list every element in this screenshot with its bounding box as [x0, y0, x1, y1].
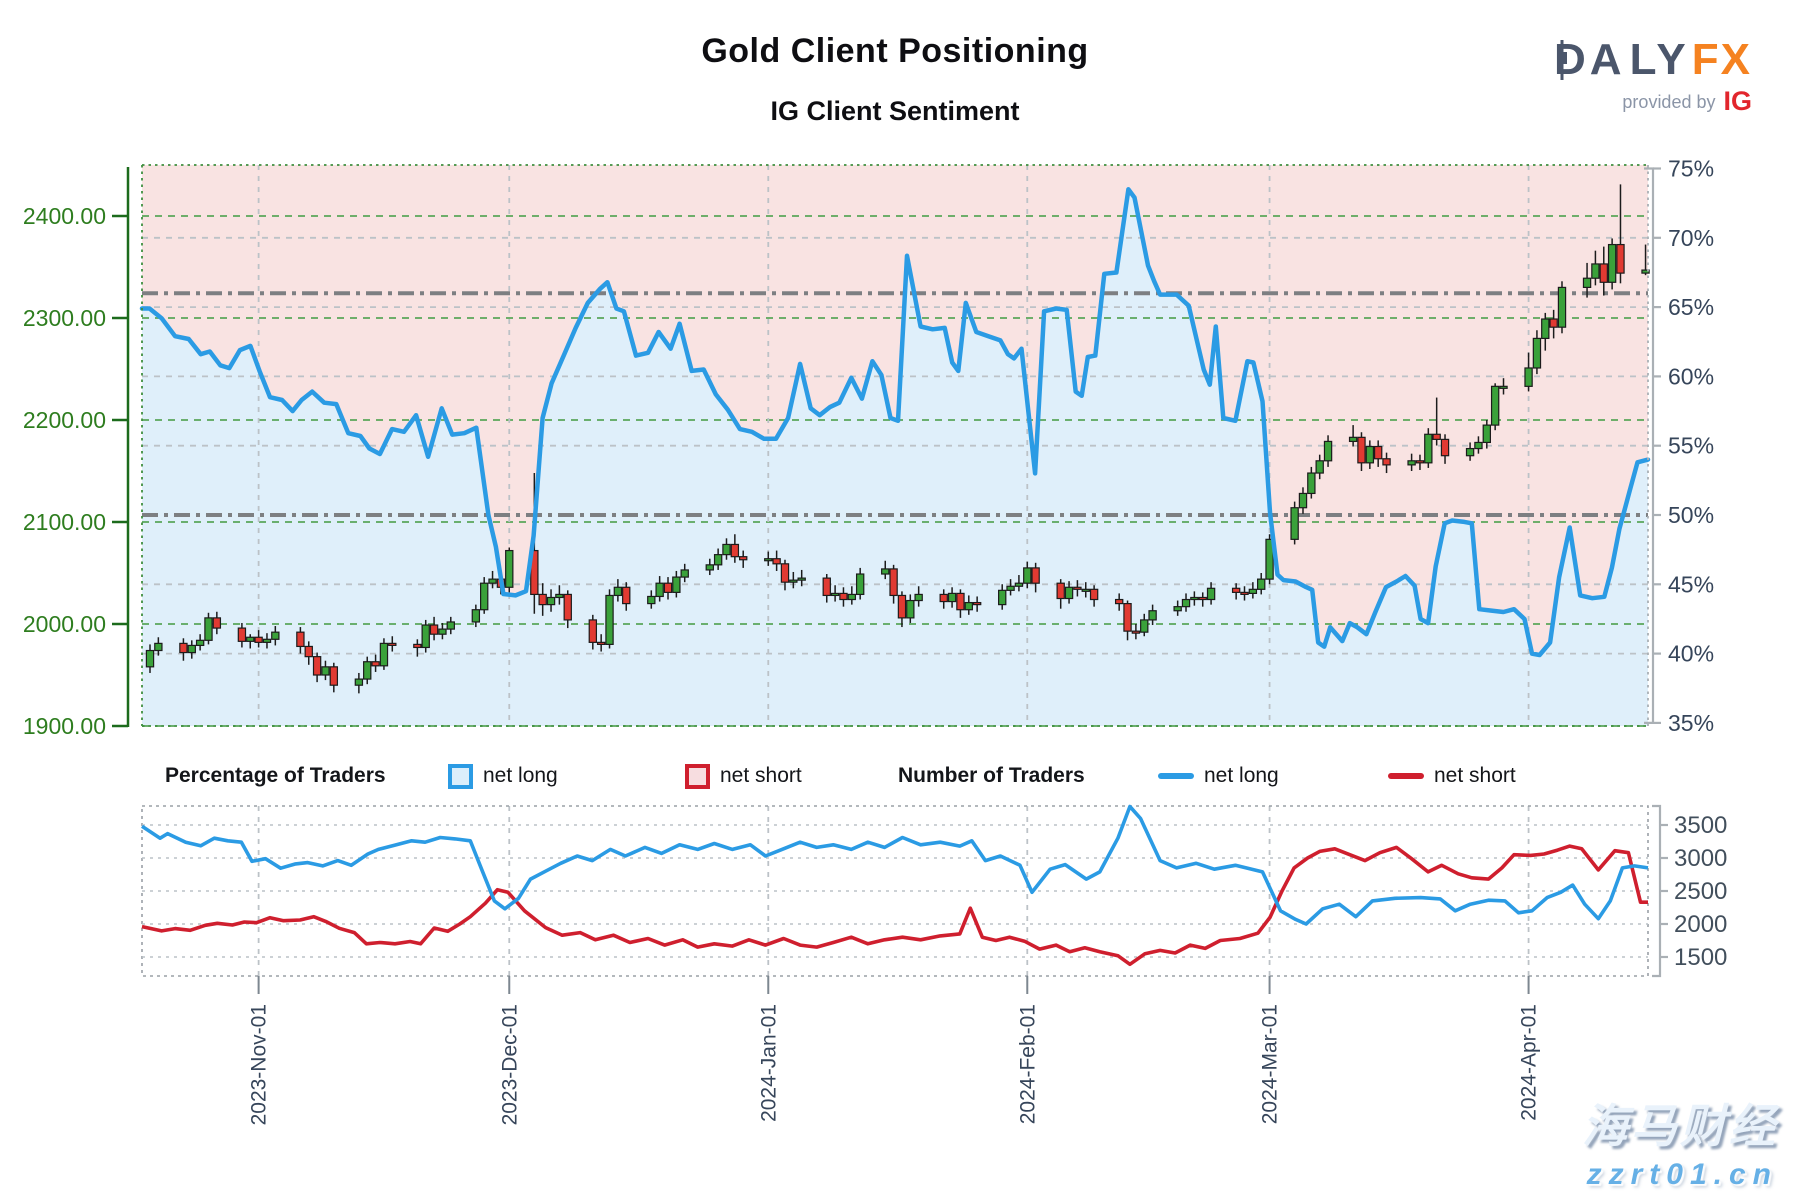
svg-text:2000.00: 2000.00	[23, 611, 106, 637]
legend-net-long-label: net long	[483, 764, 558, 787]
svg-text:2100.00: 2100.00	[23, 509, 106, 535]
legend-num-title: Number of Traders	[898, 764, 1085, 787]
svg-text:50%: 50%	[1668, 502, 1714, 528]
net-short-square-swatch	[685, 763, 710, 789]
watermark: 海马财经 zzrt01.cn	[1582, 1090, 1778, 1192]
candlesticks	[145, 184, 1650, 694]
axes: 2400.00 2300.00 2200.00 2100.00 2000.00 1900.…	[23, 156, 1714, 740]
svg-text:3500: 3500	[1674, 812, 1727, 839]
svg-text:2500: 2500	[1674, 878, 1727, 905]
svg-text:75%: 75%	[1668, 156, 1714, 182]
svg-text:45%: 45%	[1668, 571, 1714, 597]
legend-net-short-label-2: net short	[1434, 764, 1516, 787]
sentiment-line	[139, 187, 1651, 658]
legend-pct-net-short: net short	[685, 761, 802, 791]
logo-text-fx: FX	[1691, 35, 1752, 84]
svg-text:65%: 65%	[1668, 294, 1714, 320]
sentiment-fills	[142, 165, 1648, 727]
svg-text:40%: 40%	[1668, 641, 1714, 667]
svg-text:2200.00: 2200.00	[23, 407, 106, 433]
svg-text:2400.00: 2400.00	[23, 203, 106, 229]
traders-panel: 3500 3000 2500 2000 1500 2023-Nov-01 2023-Dec-…	[141, 804, 1727, 1125]
logo-text-ly: LY	[1629, 35, 1690, 84]
svg-text:2024-Feb-01: 2024-Feb-01	[1016, 1004, 1039, 1124]
chart-subtitle: IG Client Sentiment	[770, 96, 1020, 126]
svg-text:70%: 70%	[1668, 225, 1714, 251]
dailyfx-logo: DA LY FX provided by IG	[1554, 38, 1752, 115]
page-title: Gold Client Positioning	[701, 32, 1089, 70]
svg-text:1900.00: 1900.00	[23, 713, 106, 739]
svg-text:2300.00: 2300.00	[23, 305, 106, 331]
watermark-brand: 海马财经	[1582, 1100, 1778, 1152]
ig-logo: IG	[1723, 86, 1752, 116]
svg-text:2023-Nov-01: 2023-Nov-01	[248, 1004, 271, 1125]
svg-text:60%: 60%	[1668, 363, 1714, 389]
svg-text:2024-Mar-01: 2024-Mar-01	[1259, 1004, 1282, 1124]
svg-text:2000: 2000	[1674, 911, 1727, 938]
svg-text:2024-Apr-01: 2024-Apr-01	[1518, 1004, 1541, 1121]
net-long-line-swatch	[1158, 773, 1194, 779]
svg-text:2024-Jan-01: 2024-Jan-01	[757, 1004, 780, 1122]
svg-text:2023-Dec-01: 2023-Dec-01	[498, 1004, 521, 1125]
legend-net-short-label: net short	[720, 764, 802, 787]
svg-text:55%: 55%	[1668, 433, 1714, 459]
legend-net-long-label-2: net long	[1204, 764, 1279, 787]
net-long-square-swatch	[448, 763, 473, 789]
chart-legend: Percentage of Traders net long net short…	[0, 761, 1800, 791]
legend-num-net-long: net long	[1158, 761, 1279, 791]
provided-by-label: provided by	[1622, 91, 1716, 112]
net-short-line-swatch	[1388, 773, 1424, 779]
reference-lines	[142, 291, 1648, 517]
watermark-url: zzrt01.cn	[1586, 1158, 1778, 1191]
svg-text:35%: 35%	[1668, 710, 1714, 736]
legend-pct-net-long: net long	[448, 761, 558, 791]
legend-num-net-short: net short	[1388, 761, 1516, 791]
dailyfx-wordmark: DA LY FX	[1554, 38, 1752, 82]
legend-pct-title: Percentage of Traders	[165, 764, 386, 787]
svg-text:1500: 1500	[1674, 944, 1727, 971]
svg-text:3000: 3000	[1674, 845, 1727, 872]
